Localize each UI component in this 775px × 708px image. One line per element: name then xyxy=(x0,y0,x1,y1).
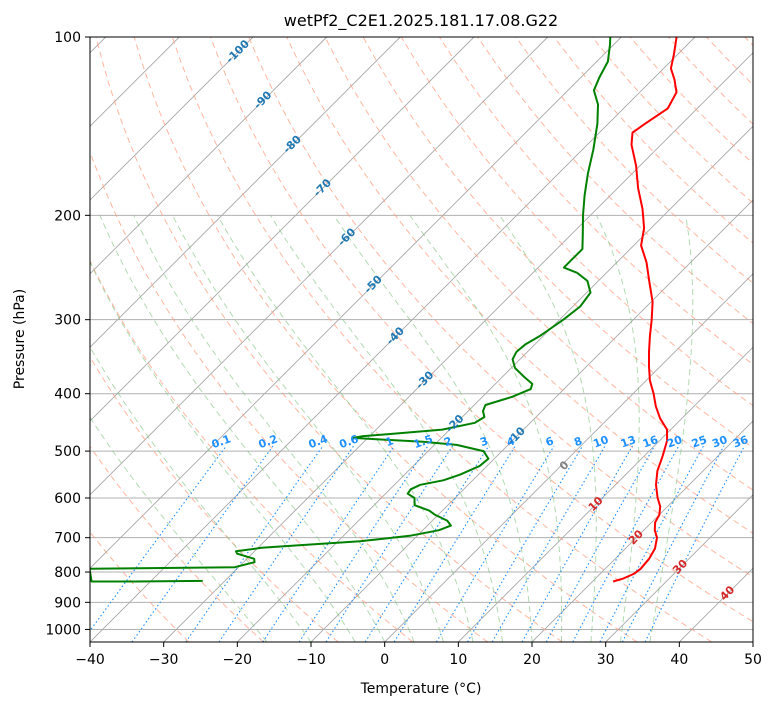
moist-adiabat-line xyxy=(409,215,563,642)
y-tick-label: 800 xyxy=(54,565,81,581)
moist-adiabat-line xyxy=(90,416,268,642)
x-tick-label: 10 xyxy=(449,652,467,668)
mixing-ratio-line xyxy=(621,445,725,642)
mixing-ratio-label: 6 xyxy=(544,434,556,449)
mixing-ratio-line xyxy=(262,445,395,642)
x-tick-label: 20 xyxy=(523,652,541,668)
isotherm-line xyxy=(605,494,753,642)
mixing-ratio-line xyxy=(325,445,454,642)
dry-adiabat-line xyxy=(171,37,712,642)
mixing-ratio-label: 13 xyxy=(619,433,638,450)
isotherm-line xyxy=(163,52,753,642)
isotherm-line xyxy=(531,420,753,642)
mixing-ratio-label: 10 xyxy=(591,433,610,451)
y-axis-label: Pressure (hPa) xyxy=(12,289,28,389)
moist-adiabat-line xyxy=(90,260,356,642)
dry-adiabat-line xyxy=(286,37,753,534)
moist-adiabat-line xyxy=(596,215,640,642)
chart-title: wetPf2_C2E1.2025.181.17.08.G22 xyxy=(284,11,558,31)
mixing-ratio-label: 30 xyxy=(710,433,729,451)
mixing-ratio-line xyxy=(364,445,490,642)
moist-adiabat-line xyxy=(333,215,533,642)
mixing-ratio-label: 16 xyxy=(641,433,660,451)
mixing-ratio-label: 20 xyxy=(665,433,684,451)
y-tick-label: 600 xyxy=(54,491,81,507)
dry-adiabat-line xyxy=(515,37,753,284)
dewpoint-profile-line xyxy=(90,37,612,583)
isotherm-line xyxy=(90,37,401,348)
x-axis-ticks: −40 −30 −20 −10 0 10 20 30 40 50 xyxy=(75,642,762,668)
mixing-ratio-label: 1 xyxy=(384,434,396,449)
mixing-ratio-line xyxy=(435,445,555,642)
x-tick-label: −10 xyxy=(296,652,326,668)
y-tick-label: 200 xyxy=(54,208,81,224)
dry-adiabat-line xyxy=(248,37,753,578)
x-tick-label: −20 xyxy=(223,652,253,668)
y-tick-label: 100 xyxy=(54,30,81,46)
inline-labels: 0.1 0.2 0.4 0.6 1 1.5 2 3 4 6 8 10 13 16 20 25 30 36-100-… xyxy=(210,37,751,603)
mixing-ratio-line xyxy=(131,445,274,642)
isotherm-line xyxy=(90,37,254,201)
mixing-ratio-label: 3 xyxy=(478,434,490,449)
isotherm-line xyxy=(236,125,753,642)
moist-adiabat-line xyxy=(90,345,312,642)
y-tick-label: 900 xyxy=(54,595,81,611)
dry-adiabat-line xyxy=(90,445,264,642)
mixing-ratio-label: 25 xyxy=(690,433,709,450)
moist-adiabat-line xyxy=(99,215,386,642)
x-tick-label: −30 xyxy=(149,652,179,668)
isotherm-line xyxy=(90,37,475,422)
moist-adiabat-line xyxy=(270,215,503,642)
dry-adiabat-line xyxy=(95,37,563,642)
temperature-profile-line xyxy=(612,37,678,583)
x-tick-label: 30 xyxy=(597,652,615,668)
mixing-ratio-label: 2 xyxy=(442,434,454,449)
y-tick-label: 400 xyxy=(54,387,81,403)
mixing-ratio-label: 0.6 xyxy=(338,432,361,451)
mixing-ratio-line xyxy=(467,445,584,642)
mixing-ratio-line xyxy=(218,445,355,642)
y-tick-label: 300 xyxy=(54,313,81,329)
dry-adiabat-line xyxy=(133,37,638,642)
moist-adiabat-line xyxy=(649,215,694,642)
mixing-ratio-line xyxy=(545,445,656,642)
mixing-ratio-label: 0.4 xyxy=(307,432,330,451)
dry-adiabat-line xyxy=(324,37,753,491)
mixing-ratio-line xyxy=(521,445,633,642)
mixing-ratio-line xyxy=(644,445,746,642)
y-tick-label: 500 xyxy=(54,444,81,460)
mixing-ratio-line xyxy=(185,445,324,642)
mixing-ratio-label: 4 xyxy=(505,434,517,449)
x-tick-label: 40 xyxy=(670,652,688,668)
mixing-ratio-line xyxy=(393,445,516,642)
dry-adiabat-line xyxy=(90,259,414,642)
profile-lines xyxy=(90,37,678,583)
dry-adiabat-line xyxy=(90,356,339,642)
x-tick-label: 50 xyxy=(744,652,762,668)
mixing-ratio-label: 8 xyxy=(572,434,584,449)
dry-adiabat-line xyxy=(210,37,753,623)
moist-adiabat-line xyxy=(172,215,445,642)
isotherm-line xyxy=(90,37,328,275)
background-lines xyxy=(90,37,753,642)
mixing-ratio-label: 1.5 xyxy=(412,432,435,451)
y-tick-label: 1000 xyxy=(45,622,81,638)
plot-frame xyxy=(89,36,754,643)
mixing-ratio-label: 0.2 xyxy=(257,432,280,451)
mixing-ratio-label: 36 xyxy=(731,433,750,451)
y-tick-label: 700 xyxy=(54,531,81,547)
isotherm-line xyxy=(90,37,549,496)
x-tick-label: −40 xyxy=(75,652,105,668)
isotherm-line xyxy=(90,37,622,569)
isotherm-line xyxy=(384,273,753,642)
y-axis-ticks: 100 200 300 400 500 600 700 800 900 1000 xyxy=(45,30,90,638)
x-axis-label: Temperature (°C) xyxy=(360,681,482,697)
moist-adiabat-line xyxy=(133,215,415,642)
mixing-ratio-line xyxy=(298,445,429,642)
x-tick-label: 0 xyxy=(380,652,389,668)
mixing-ratio-label: 0.1 xyxy=(210,432,233,451)
